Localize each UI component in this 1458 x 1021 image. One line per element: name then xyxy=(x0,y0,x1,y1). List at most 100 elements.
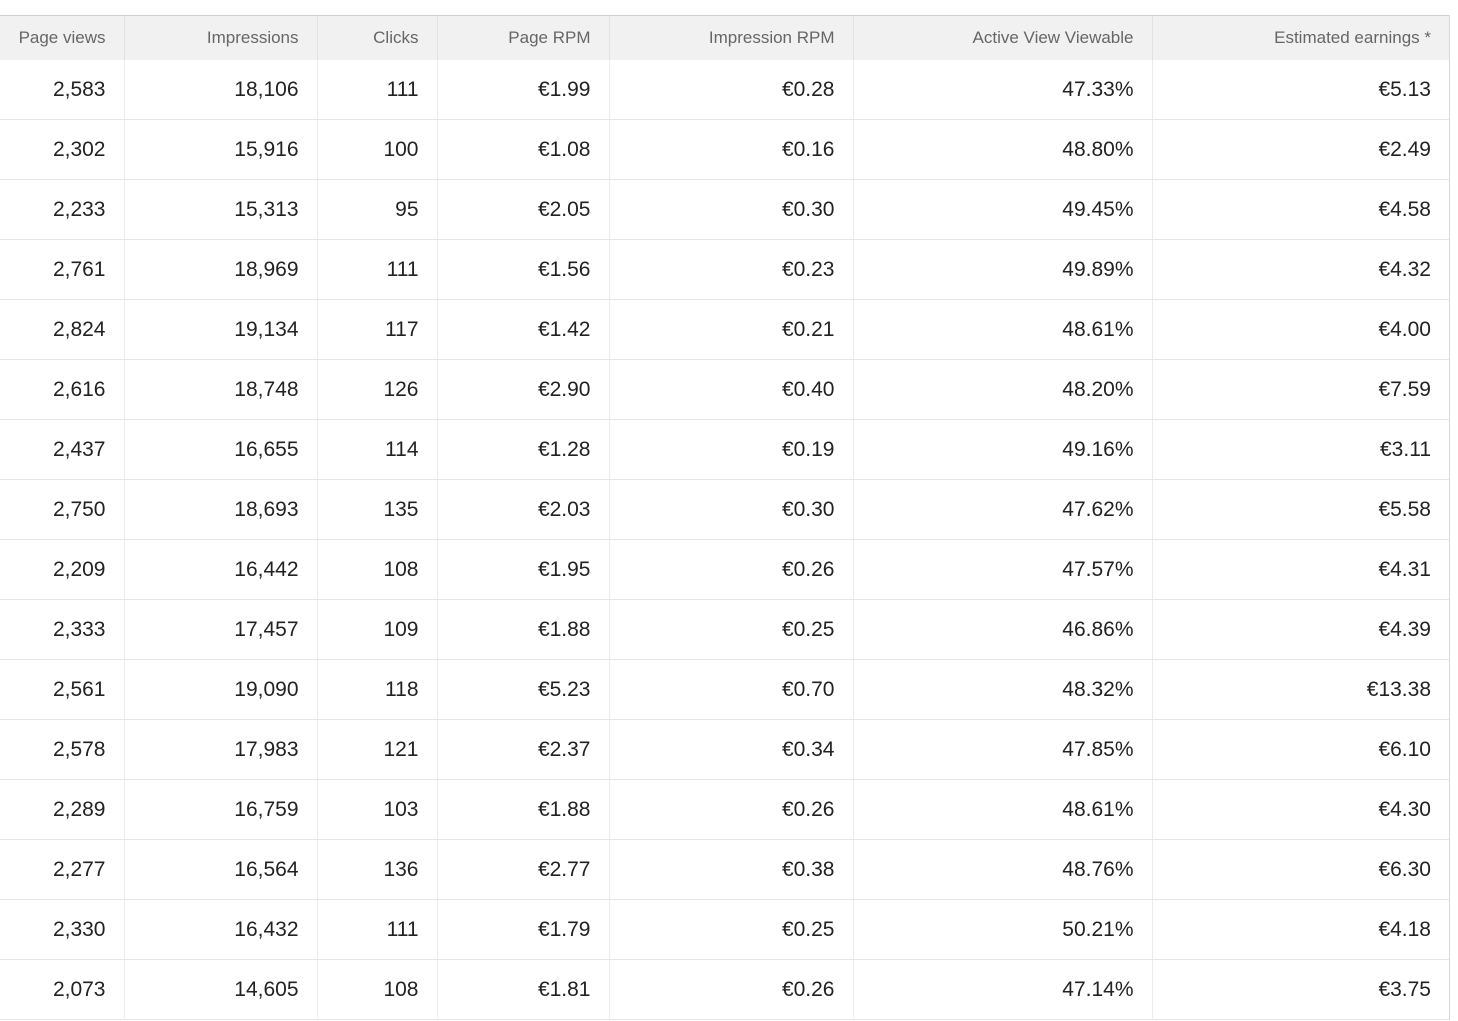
table-row: 2,289 16,759 103 €1.88 €0.26 48.61% €4.30 xyxy=(0,779,1449,840)
table-cell: €1.56 xyxy=(437,239,610,300)
header-row: Page views Impressions Clicks Page RPM Impre… xyxy=(0,16,1449,60)
column-header[interactable]: Active View Viewable xyxy=(853,16,1153,60)
table-cell: 126 xyxy=(317,359,438,420)
table-cell: 49.45% xyxy=(853,179,1153,240)
table-cell: 49.16% xyxy=(853,419,1153,480)
table-cell: €6.30 xyxy=(1152,839,1449,900)
table-cell: 18,969 xyxy=(124,239,318,300)
table-cell: €1.81 xyxy=(437,959,610,1020)
table-cell: 48.32% xyxy=(853,659,1153,720)
table-body: 2,583 18,106 111 €1.99 €0.28 47.33% €5.13 2,302… xyxy=(0,60,1449,1020)
table-cell: 47.33% xyxy=(853,60,1153,120)
table-cell: 100 xyxy=(317,119,438,180)
table-cell: 18,748 xyxy=(124,359,318,420)
table-cell: €4.31 xyxy=(1152,539,1449,600)
table-cell: 48.80% xyxy=(853,119,1153,180)
table-cell: €1.88 xyxy=(437,779,610,840)
report-table: Page views Impressions Clicks Page RPM Impre… xyxy=(0,16,1449,1020)
table-cell: 121 xyxy=(317,719,438,780)
table-cell: 48.61% xyxy=(853,779,1153,840)
table-cell: 2,583 xyxy=(0,60,125,120)
table-cell: 118 xyxy=(317,659,438,720)
table-cell: €2.49 xyxy=(1152,119,1449,180)
table-cell: 2,761 xyxy=(0,239,125,300)
table-cell: 108 xyxy=(317,539,438,600)
table-cell: 19,090 xyxy=(124,659,318,720)
table-cell: €4.39 xyxy=(1152,599,1449,660)
table-cell: €4.18 xyxy=(1152,899,1449,960)
table-cell: €1.99 xyxy=(437,60,610,120)
column-header[interactable]: Page RPM xyxy=(437,16,610,60)
table-cell: 16,432 xyxy=(124,899,318,960)
table-cell: 46.86% xyxy=(853,599,1153,660)
table-cell: €0.30 xyxy=(609,179,854,240)
table-cell: 15,313 xyxy=(124,179,318,240)
table-cell: 16,655 xyxy=(124,419,318,480)
table-cell: 2,561 xyxy=(0,659,125,720)
table-cell: 2,578 xyxy=(0,719,125,780)
table-cell: €7.59 xyxy=(1152,359,1449,420)
table-cell: 18,106 xyxy=(124,60,318,120)
table-cell: €4.58 xyxy=(1152,179,1449,240)
column-header[interactable]: Clicks xyxy=(317,16,438,60)
table-cell: €5.58 xyxy=(1152,479,1449,540)
table-cell: 2,750 xyxy=(0,479,125,540)
table-cell: 2,437 xyxy=(0,419,125,480)
table-cell: €0.25 xyxy=(609,899,854,960)
table-cell: 47.14% xyxy=(853,959,1153,1020)
table-cell: €0.26 xyxy=(609,779,854,840)
table-row: 2,583 18,106 111 €1.99 €0.28 47.33% €5.13 xyxy=(0,60,1449,120)
table-cell: 2,330 xyxy=(0,899,125,960)
table-cell: €5.23 xyxy=(437,659,610,720)
table-cell: €0.26 xyxy=(609,959,854,1020)
table-cell: €0.21 xyxy=(609,299,854,360)
table-cell: 47.85% xyxy=(853,719,1153,780)
column-header[interactable]: Page views xyxy=(0,16,125,60)
table-cell: 48.61% xyxy=(853,299,1153,360)
table-row: 2,302 15,916 100 €1.08 €0.16 48.80% €2.49 xyxy=(0,119,1449,180)
table-cell: 19,134 xyxy=(124,299,318,360)
table-cell: €0.34 xyxy=(609,719,854,780)
column-header[interactable]: Estimated earnings * xyxy=(1152,16,1449,60)
table-cell: €1.88 xyxy=(437,599,610,660)
table-row: 2,437 16,655 114 €1.28 €0.19 49.16% €3.11 xyxy=(0,419,1449,480)
table-cell: €2.90 xyxy=(437,359,610,420)
table-cell: €5.13 xyxy=(1152,60,1449,120)
table-cell: 103 xyxy=(317,779,438,840)
table-cell: 48.20% xyxy=(853,359,1153,420)
table-cell: €4.30 xyxy=(1152,779,1449,840)
table-cell: €4.00 xyxy=(1152,299,1449,360)
table-cell: 111 xyxy=(317,239,438,300)
table-cell: 111 xyxy=(317,60,438,120)
table-row: 2,750 18,693 135 €2.03 €0.30 47.62% €5.58 xyxy=(0,479,1449,540)
table-row: 2,073 14,605 108 €1.81 €0.26 47.14% €3.75 xyxy=(0,959,1449,1020)
table-cell: €0.28 xyxy=(609,60,854,120)
table-row: 2,209 16,442 108 €1.95 €0.26 47.57% €4.31 xyxy=(0,539,1449,600)
column-header[interactable]: Impressions xyxy=(124,16,318,60)
table-cell: 111 xyxy=(317,899,438,960)
table-row: 2,333 17,457 109 €1.88 €0.25 46.86% €4.39 xyxy=(0,599,1449,660)
table-cell: €0.38 xyxy=(609,839,854,900)
table-cell: 16,442 xyxy=(124,539,318,600)
table-cell: 47.57% xyxy=(853,539,1153,600)
table-cell: 14,605 xyxy=(124,959,318,1020)
column-header[interactable]: Impression RPM xyxy=(609,16,854,60)
table-cell: €2.03 xyxy=(437,479,610,540)
table-cell: €0.19 xyxy=(609,419,854,480)
table-row: 2,616 18,748 126 €2.90 €0.40 48.20% €7.59 xyxy=(0,359,1449,420)
table-cell: 136 xyxy=(317,839,438,900)
table-row: 2,330 16,432 111 €1.79 €0.25 50.21% €4.18 xyxy=(0,899,1449,960)
table-cell: 18,693 xyxy=(124,479,318,540)
table-cell: €1.08 xyxy=(437,119,610,180)
table-cell: 135 xyxy=(317,479,438,540)
table-cell: 17,457 xyxy=(124,599,318,660)
table-cell: 114 xyxy=(317,419,438,480)
table-cell: 47.62% xyxy=(853,479,1153,540)
table-cell: 2,289 xyxy=(0,779,125,840)
table-cell: 15,916 xyxy=(124,119,318,180)
table-row: 2,233 15,313 95 €2.05 €0.30 49.45% €4.58 xyxy=(0,179,1449,240)
table-cell: €0.23 xyxy=(609,239,854,300)
report-table-container: Page views Impressions Clicks Page RPM Impre… xyxy=(0,15,1450,1020)
table-row: 2,578 17,983 121 €2.37 €0.34 47.85% €6.10 xyxy=(0,719,1449,780)
